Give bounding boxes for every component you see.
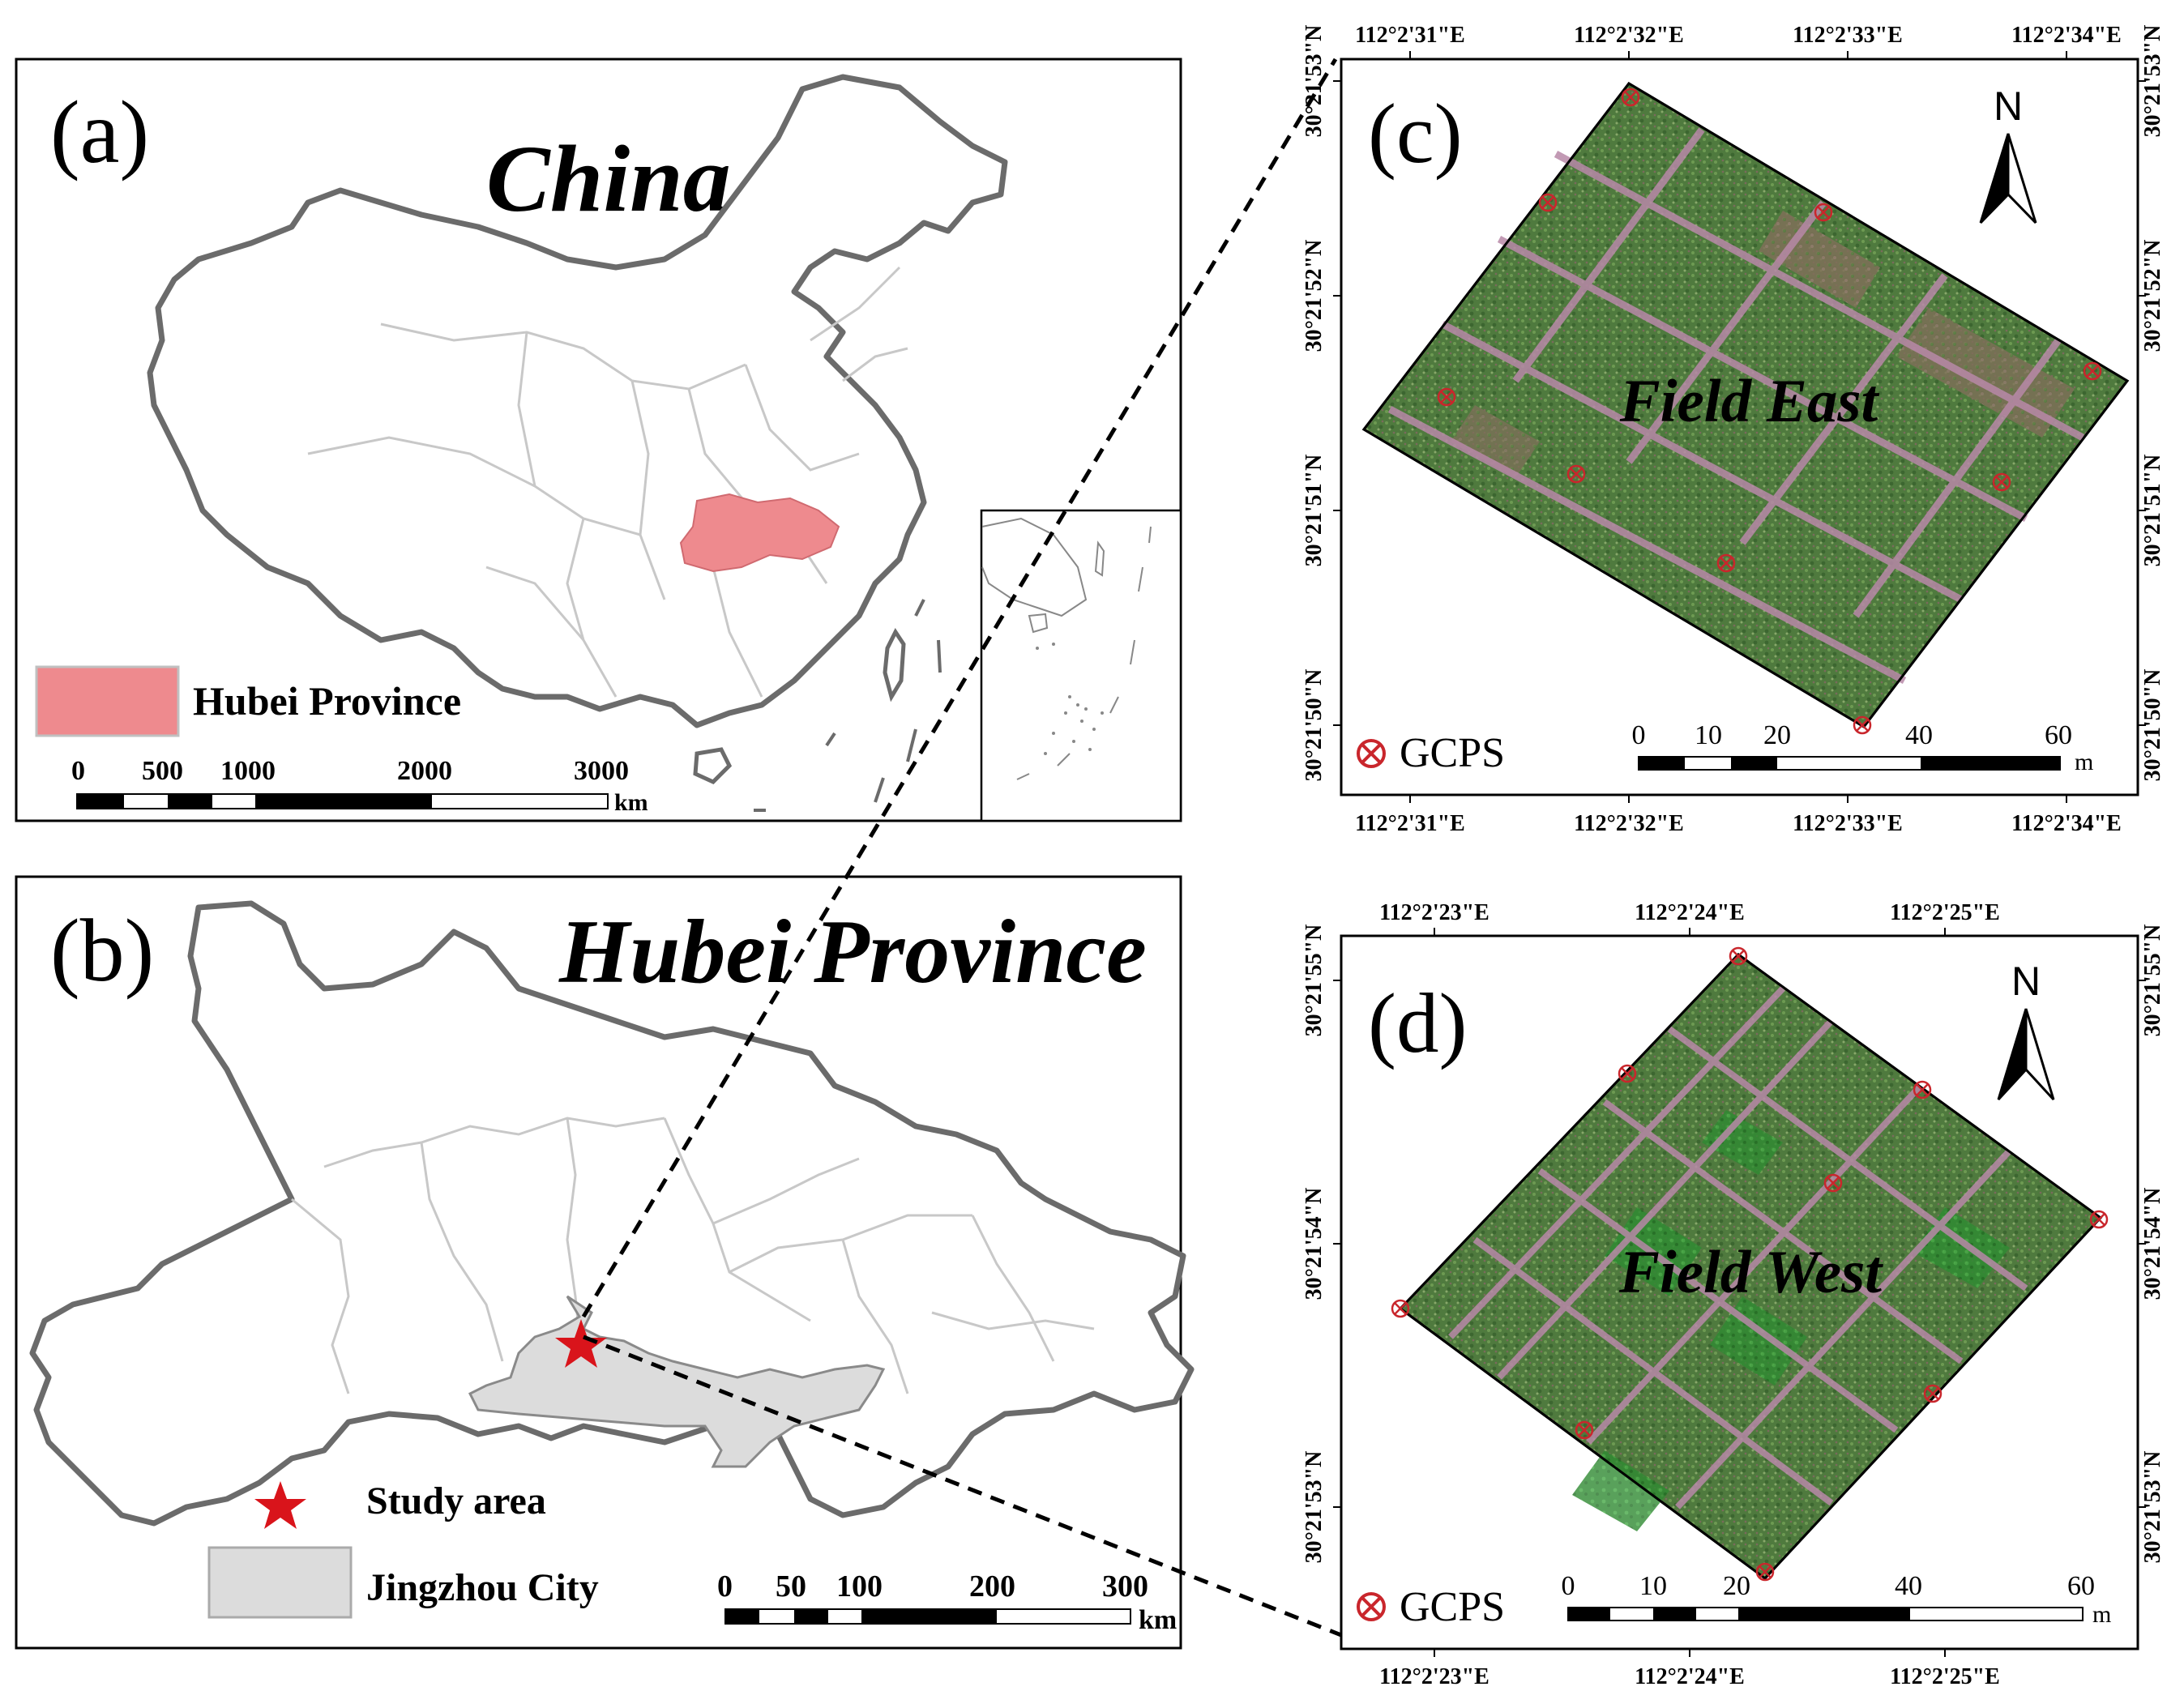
panel-c-scale-unit: m bbox=[2075, 749, 2093, 775]
panel-c-scale-tick: 0 bbox=[1632, 720, 1646, 750]
panel-b-scale-tick: 200 bbox=[969, 1569, 1015, 1603]
panel-b-scale-bar: 0 50 100 200 300 km bbox=[717, 1569, 1177, 1635]
island-dashes bbox=[754, 599, 942, 812]
panel-d-ticks bbox=[1333, 928, 2146, 1657]
gcps-legend-d: GCPS bbox=[1358, 1584, 1505, 1630]
panel-c-lat-label-left: 30°21'50"N bbox=[1301, 669, 1327, 782]
connector-lines bbox=[581, 58, 1342, 1638]
panel-c-scale-tick: 20 bbox=[1763, 720, 1791, 750]
panel-c-lon-label-top: 112°2'32"E bbox=[1574, 23, 1684, 48]
panel-c-lon-label-top: 112°2'34"E bbox=[2011, 23, 2122, 48]
jingzhou-legend-label: Jingzhou City bbox=[366, 1566, 599, 1609]
panel-d-scale-unit: m bbox=[2092, 1601, 2111, 1628]
south-china-sea-inset bbox=[980, 509, 1182, 822]
gcps-legend-d-label: GCPS bbox=[1400, 1584, 1505, 1630]
panel-d-field-west: 112°2'23"E 112°2'24"E 112°2'25"E 112°2'2… bbox=[1301, 900, 2165, 1689]
gcps-legend-c: GCPS bbox=[1358, 730, 1505, 776]
panel-d-lon-label-top: 112°2'25"E bbox=[1890, 900, 2000, 925]
panel-c-scale-tick: 60 bbox=[2045, 720, 2072, 750]
panel-d-lon-label-bottom: 112°2'25"E bbox=[1890, 1664, 2000, 1689]
panel-b-scale-tick: 100 bbox=[836, 1569, 883, 1603]
panel-c-lon-label-top: 112°2'31"E bbox=[1355, 23, 1465, 48]
panel-d-scale-tick: 20 bbox=[1723, 1571, 1750, 1601]
panel-d-lon-label-top: 112°2'23"E bbox=[1379, 900, 1489, 925]
north-arrow-c-label: N bbox=[1994, 83, 2023, 129]
field-west-label: Field West bbox=[1618, 1239, 1883, 1306]
panel-c-lon-label-bottom: 112°2'33"E bbox=[1793, 811, 1903, 836]
panel-c-lat-label-right: 30°21'53"N bbox=[2140, 25, 2165, 138]
panel-a-scale-unit: km bbox=[614, 789, 648, 816]
panel-c-scale-tick: 40 bbox=[1905, 720, 1933, 750]
hubei-legend-swatch bbox=[35, 665, 180, 737]
panel-a-scale-tick: 0 bbox=[71, 756, 85, 786]
field-east-label: Field East bbox=[1619, 368, 1880, 435]
panel-d-scale-tick: 60 bbox=[2067, 1571, 2095, 1601]
field-east-image bbox=[1361, 82, 2130, 728]
panel-d-lat-label-left: 30°21'55"N bbox=[1301, 924, 1327, 1037]
study-area-star bbox=[555, 1319, 607, 1368]
panel-c-lat-label-left: 30°21'52"N bbox=[1301, 240, 1327, 352]
gcps-legend-c-label: GCPS bbox=[1400, 730, 1505, 776]
panel-a-title: China bbox=[486, 126, 731, 232]
panel-b-scale-tick: 300 bbox=[1102, 1569, 1148, 1603]
panel-b-title: Hubei Province bbox=[558, 902, 1147, 1002]
panel-c-lon-label-bottom: 112°2'32"E bbox=[1574, 811, 1684, 836]
panel-c-scale-tick: 10 bbox=[1695, 720, 1722, 750]
panel-d-lon-label-bottom: 112°2'23"E bbox=[1379, 1664, 1489, 1689]
panel-a-scale-tick: 500 bbox=[142, 756, 183, 786]
panel-c-field-east: 112°2'31"E 112°2'32"E 112°2'33"E 112°2'3… bbox=[1301, 23, 2165, 836]
north-arrow-d: N bbox=[1997, 959, 2055, 1101]
panel-c-scale-bar: 0 10 20 40 60 m bbox=[1632, 720, 2094, 775]
panel-c-lon-label-bottom: 112°2'34"E bbox=[2011, 811, 2122, 836]
hainan-island bbox=[693, 747, 733, 784]
field-west-image bbox=[1398, 953, 2103, 1581]
taiwan-island bbox=[883, 628, 906, 702]
panel-c-ticks bbox=[1333, 51, 2146, 803]
panel-c-lon-label-top: 112°2'33"E bbox=[1793, 23, 1903, 48]
panel-a-china-map: (a) China bbox=[15, 58, 1182, 822]
panel-d-scale-tick: 40 bbox=[1895, 1571, 1922, 1601]
north-arrow-c: N bbox=[1979, 83, 2037, 224]
north-arrow-d-label: N bbox=[2011, 959, 2041, 1004]
panel-a-scale-tick: 2000 bbox=[397, 756, 452, 786]
panel-d-lon-label-top: 112°2'24"E bbox=[1635, 900, 1745, 925]
panel-d-lat-label-right: 30°21'53"N bbox=[2140, 1451, 2165, 1564]
panel-c-lat-label-right: 30°21'51"N bbox=[2140, 455, 2165, 567]
panel-d-lon-label-bottom: 112°2'24"E bbox=[1635, 1664, 1745, 1689]
china-outline bbox=[147, 74, 1008, 728]
panel-c-lat-label-right: 30°21'50"N bbox=[2140, 669, 2165, 782]
panel-d-label: (d) bbox=[1368, 976, 1467, 1070]
panel-c-lat-label-left: 30°21'53"N bbox=[1301, 25, 1327, 138]
panel-c-label: (c) bbox=[1368, 86, 1463, 181]
panel-d-scale-bar: 0 10 20 40 60 m bbox=[1562, 1571, 2112, 1628]
province-boundaries bbox=[307, 266, 908, 698]
study-area-legend-label: Study area bbox=[366, 1480, 546, 1522]
panel-b-hubei-map: (b) Hubei Province Study area Jingzhou C… bbox=[15, 875, 1195, 1650]
panel-b-scale-unit: km bbox=[1139, 1605, 1177, 1635]
panel-b-scale-tick: 50 bbox=[776, 1569, 806, 1603]
panel-c-lat-label-right: 30°21'52"N bbox=[2140, 240, 2165, 352]
hubei-outline bbox=[29, 900, 1195, 1527]
hubei-highlight bbox=[679, 493, 840, 573]
panel-b-label: (b) bbox=[50, 901, 154, 1000]
panel-a-scale-tick: 3000 bbox=[574, 756, 629, 786]
panel-d-lat-label-left: 30°21'54"N bbox=[1301, 1188, 1327, 1300]
panel-d-scale-tick: 10 bbox=[1639, 1571, 1667, 1601]
hubei-legend-label: Hubei Province bbox=[193, 678, 461, 724]
panel-d-lat-label-right: 30°21'55"N bbox=[2140, 924, 2165, 1037]
study-area-legend-star bbox=[254, 1481, 306, 1529]
panel-a-label: (a) bbox=[50, 83, 149, 181]
panel-a-scale-tick: 1000 bbox=[220, 756, 276, 786]
panel-d-lat-label-right: 30°21'54"N bbox=[2140, 1188, 2165, 1300]
jingzhou-legend-swatch bbox=[207, 1546, 353, 1619]
panel-a-scale-bar: 0 500 1000 2000 3000 km bbox=[71, 756, 648, 816]
panel-d-scale-tick: 0 bbox=[1562, 1571, 1575, 1601]
panel-d-lat-label-left: 30°21'53"N bbox=[1301, 1451, 1327, 1564]
panel-b-scale-tick: 0 bbox=[717, 1569, 733, 1603]
panel-c-lon-label-bottom: 112°2'31"E bbox=[1355, 811, 1465, 836]
panel-c-lat-label-left: 30°21'51"N bbox=[1301, 455, 1327, 567]
